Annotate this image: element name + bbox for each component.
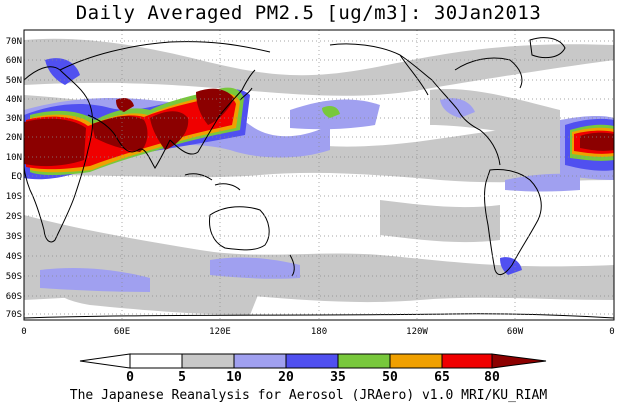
- colorbar-label: 80: [484, 370, 500, 385]
- map-title: Daily Averaged PM2.5 [ug/m3]: 30Jan2013: [75, 2, 542, 24]
- lat-labels: 70N 60N 50N 40N 30N 20N 10N EQ 10S 20S 3…: [6, 37, 22, 320]
- lon-labels: 0 60E 120E 180 120W 60W 0: [21, 327, 614, 337]
- lat-label: 50N: [6, 76, 22, 86]
- colorbar-label: 5: [178, 370, 186, 385]
- colorbar-label: 20: [278, 370, 294, 385]
- pm25-field: [24, 38, 614, 315]
- lon-label: 0: [21, 327, 26, 337]
- colorbar-swatch-6: [389, 353, 443, 369]
- lon-label: 120E: [209, 327, 231, 337]
- colorbar-swatch-8: [491, 353, 547, 369]
- coastlines: [24, 37, 614, 319]
- lat-label: 30S: [6, 232, 22, 242]
- lat-label: 20N: [6, 133, 22, 143]
- colorbar-label: 65: [434, 370, 450, 385]
- lat-label: 10N: [6, 153, 22, 163]
- colorbar-label: 10: [226, 370, 242, 385]
- colorbar-swatch-3: [233, 353, 287, 369]
- colorbar-labels: 0 5 10 20 35 50 65 80: [126, 370, 500, 385]
- colorbar-swatch-5: [337, 353, 391, 369]
- lat-label: 40N: [6, 95, 22, 105]
- lon-label: 60E: [114, 327, 130, 337]
- lon-label: 0: [609, 327, 614, 337]
- lat-label: EQ: [11, 172, 22, 182]
- colorbar-swatch-0: [79, 353, 131, 369]
- colorbar-swatch-2: [181, 353, 235, 369]
- lon-label: 60W: [507, 327, 524, 337]
- lat-label: 60N: [6, 56, 22, 66]
- colorbar-swatch-7: [441, 353, 493, 369]
- lat-label: 40S: [6, 252, 22, 262]
- lon-label: 180: [311, 327, 327, 337]
- map-frame: [23, 29, 615, 321]
- lat-label: 50S: [6, 272, 22, 282]
- lat-label: 20S: [6, 212, 22, 222]
- colorbar-label: 50: [382, 370, 398, 385]
- data-credit: The Japanese Reanalysis for Aerosol (JRA…: [69, 388, 548, 403]
- lon-label: 120W: [406, 327, 428, 337]
- lat-label: 60S: [6, 292, 22, 302]
- grid: [24, 30, 614, 320]
- lat-label: 10S: [6, 192, 22, 202]
- colorbar-swatch-4: [285, 353, 339, 369]
- lat-label: 70S: [6, 310, 22, 320]
- lat-label: 70N: [6, 37, 22, 47]
- colorbar-label: 35: [330, 370, 346, 385]
- colorbar-label: 0: [126, 370, 134, 385]
- colorbar: [79, 353, 547, 369]
- colorbar-swatch-1: [129, 353, 183, 369]
- lat-label: 30N: [6, 114, 22, 124]
